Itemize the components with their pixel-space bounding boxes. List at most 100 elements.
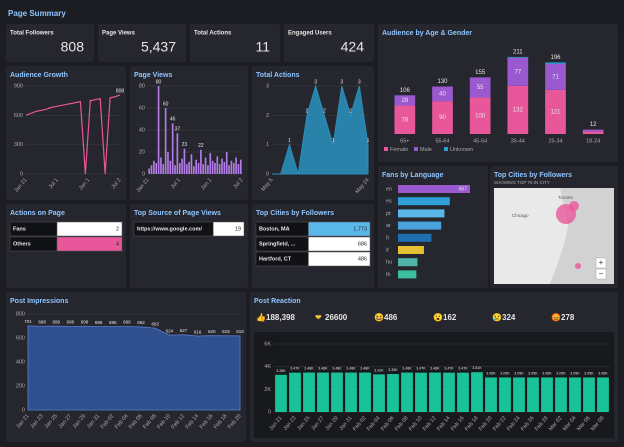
- data-label: 1: [332, 138, 335, 144]
- legend-label: Unknown: [450, 147, 473, 153]
- bar-segment: [545, 89, 566, 134]
- zoom-button[interactable]: [595, 268, 607, 280]
- bar: [162, 164, 165, 174]
- panel: [190, 24, 280, 62]
- y-tick-label: 0: [20, 171, 23, 177]
- bar: [398, 197, 450, 206]
- bar: [401, 372, 413, 412]
- bar: [398, 221, 442, 230]
- bar: [331, 372, 343, 412]
- data-label: 695: [109, 320, 117, 325]
- segment-label: 28: [401, 98, 408, 104]
- bar: [200, 149, 202, 174]
- bar: [216, 156, 219, 174]
- bar: [207, 165, 209, 174]
- y-tick-label: 40: [139, 127, 145, 133]
- table-value: 686: [358, 241, 367, 247]
- segment-label: 78: [401, 117, 408, 123]
- data-label: 3: [314, 79, 317, 85]
- segment-label: 100: [475, 113, 486, 119]
- bar: [443, 372, 455, 412]
- table-value-cell: [308, 236, 371, 252]
- data-label: 3.47K: [444, 367, 454, 371]
- y-tick-label: 60: [139, 105, 145, 111]
- panel-title: Top Source of Page Views: [134, 210, 221, 217]
- bar-segment: [545, 62, 566, 64]
- bar: [237, 164, 240, 174]
- bar: [153, 160, 155, 174]
- category-label: fr: [386, 235, 390, 241]
- panel: [284, 24, 374, 62]
- bar-segment: [469, 77, 491, 98]
- data-label: 699: [53, 319, 61, 324]
- category-label: hu: [386, 260, 392, 266]
- x-tick-label: 55-64: [435, 138, 449, 144]
- segment-label: 121: [550, 109, 561, 115]
- panel-title: Post Reaction: [254, 298, 301, 305]
- y-tick-label: 80: [139, 83, 145, 89]
- bar: [214, 163, 216, 174]
- data-label: 46: [170, 117, 176, 123]
- category-label: th: [386, 272, 391, 278]
- data-label: 37: [175, 127, 181, 133]
- bar: [185, 164, 188, 174]
- data-label: 618: [236, 329, 244, 334]
- segment-label: 71: [552, 74, 559, 80]
- table-label: Hartford, CT: [259, 256, 292, 262]
- bar: [176, 133, 179, 174]
- bar-segment: [432, 86, 453, 102]
- bar: [204, 157, 207, 174]
- bar: [218, 164, 221, 174]
- bar: [178, 163, 181, 174]
- total-label: 211: [513, 50, 523, 56]
- data-label: 3.47K: [458, 367, 468, 371]
- kpi-label: Engaged Users: [288, 31, 332, 37]
- y-tick-label: 6K: [264, 341, 271, 347]
- data-label: 2: [306, 109, 309, 115]
- y-tick-label: 400: [16, 359, 25, 365]
- reaction-value: 486: [384, 313, 398, 322]
- bar: [597, 377, 609, 412]
- bar: [569, 377, 581, 412]
- area: [27, 325, 241, 411]
- data-label: 808: [116, 88, 125, 94]
- y-tick-label: 20: [139, 149, 145, 155]
- data-label: 1: [288, 138, 291, 144]
- bar: [541, 377, 553, 412]
- bar: [499, 377, 511, 412]
- category-label: ar: [386, 223, 391, 229]
- data-label: 3.48K: [360, 367, 370, 371]
- bar: [345, 372, 357, 412]
- data-label: 3.48K: [402, 367, 412, 371]
- bar: [485, 377, 497, 412]
- bar: [160, 157, 162, 174]
- zoom-label[interactable]: −: [599, 269, 604, 278]
- data-label: 3.05K: [542, 371, 552, 375]
- category-label: it: [386, 247, 389, 253]
- data-label: 3: [340, 79, 343, 85]
- zoom-label[interactable]: +: [599, 258, 604, 267]
- data-label: 682: [151, 321, 159, 326]
- map-subtitle: SHOWING TOP 75 IN CITY: [494, 180, 550, 185]
- city-bubble: [569, 201, 579, 211]
- data-label: 3.47K: [290, 367, 300, 371]
- bar: [398, 246, 424, 254]
- data-label: 60: [163, 101, 169, 107]
- data-label: 692: [137, 320, 145, 325]
- kpi-value: 5,437: [141, 39, 176, 55]
- city-bubble: [575, 263, 581, 269]
- reaction-value: 324: [502, 313, 516, 322]
- zoom-button[interactable]: [595, 257, 607, 269]
- bar-segment: [432, 101, 453, 134]
- bar: [275, 374, 287, 412]
- y-tick-label: 900: [14, 83, 23, 89]
- x-tick-label: 35-44: [511, 138, 525, 144]
- total-label: 12: [590, 122, 597, 128]
- panel: [98, 24, 186, 62]
- bar: [209, 153, 212, 174]
- bar-segment: [545, 63, 566, 90]
- data-label: 2: [323, 109, 326, 115]
- reaction-value: 26600: [325, 313, 348, 322]
- data-label: 695: [95, 320, 103, 325]
- data-label: 3.05K: [570, 371, 580, 375]
